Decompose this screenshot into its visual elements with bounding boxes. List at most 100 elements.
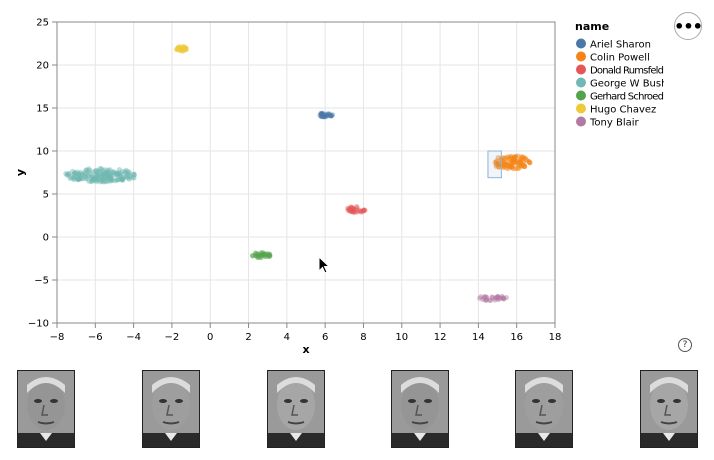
scatter-point[interactable] (511, 158, 517, 164)
scatter-point[interactable] (75, 176, 81, 182)
scatter-point[interactable] (78, 175, 84, 182)
scatter-point[interactable] (112, 178, 118, 184)
scatter-point[interactable] (327, 112, 334, 119)
scatter-point[interactable] (481, 294, 488, 300)
scatter-point[interactable] (509, 155, 515, 161)
scatter-point[interactable] (119, 176, 125, 182)
scatter-point[interactable] (83, 171, 89, 177)
scatter-point[interactable] (362, 207, 368, 213)
scatter-point[interactable] (500, 158, 507, 164)
scatter-point[interactable] (321, 111, 327, 117)
scatter-point[interactable] (119, 168, 126, 175)
scatter-point[interactable] (252, 250, 258, 256)
scatter-point[interactable] (102, 167, 109, 173)
scatter-point[interactable] (105, 167, 111, 173)
scatter-point[interactable] (175, 45, 182, 51)
scatter-point[interactable] (507, 164, 513, 170)
scatter-point[interactable] (500, 164, 506, 171)
scatter-point[interactable] (319, 111, 325, 117)
scatter-point[interactable] (86, 178, 92, 184)
scatter-point[interactable] (176, 45, 182, 51)
scatter-point[interactable] (494, 294, 501, 300)
scatter-point[interactable] (87, 167, 93, 173)
scatter-point[interactable] (512, 154, 519, 160)
series-george-w-bush[interactable] (63, 166, 137, 185)
scatter-point[interactable] (488, 297, 494, 304)
legend-item[interactable]: Gerhard Schroed (576, 90, 664, 103)
scatter-point[interactable] (517, 159, 524, 165)
scatter-point[interactable] (354, 207, 360, 214)
scatter-point[interactable] (179, 46, 185, 52)
scatter-point[interactable] (522, 155, 528, 161)
scatter-point[interactable] (257, 254, 263, 260)
scatter-point[interactable] (115, 177, 121, 183)
scatter-point[interactable] (81, 169, 88, 176)
scatter-point[interactable] (509, 164, 515, 170)
scatter-point[interactable] (515, 161, 521, 168)
series-gerhard-schroeder[interactable] (249, 249, 273, 261)
scatter-point[interactable] (93, 169, 99, 175)
scatter-point[interactable] (319, 111, 325, 117)
legend-item[interactable]: Donald Rumsfeld (576, 64, 664, 77)
scatter-point[interactable] (101, 171, 107, 177)
scatter-point[interactable] (265, 253, 272, 260)
scatter-point[interactable] (507, 156, 513, 162)
scatter-point[interactable] (521, 163, 527, 170)
scatter-point[interactable] (131, 171, 137, 178)
scatter-point[interactable] (349, 208, 355, 215)
scatter-point[interactable] (492, 295, 498, 301)
scatter-point[interactable] (120, 177, 126, 183)
scatter-point[interactable] (72, 170, 78, 176)
scatter-point[interactable] (127, 173, 133, 179)
scatter-point[interactable] (526, 158, 532, 164)
scatter-point[interactable] (263, 253, 269, 259)
scatter-point[interactable] (90, 176, 96, 182)
scatter-point[interactable] (495, 296, 502, 303)
scatter-point[interactable] (79, 176, 85, 182)
scatter-point[interactable] (122, 169, 128, 175)
scatter-point[interactable] (179, 48, 185, 54)
scatter-point[interactable] (500, 295, 506, 301)
face-thumbnail[interactable] (17, 370, 75, 448)
scatter-point[interactable] (114, 170, 120, 176)
scatter-point[interactable] (106, 172, 112, 179)
scatter-point[interactable] (97, 179, 103, 185)
scatter-point[interactable] (100, 171, 106, 177)
scatter-point[interactable] (492, 159, 498, 165)
scatter-point[interactable] (119, 177, 125, 183)
scatter-point[interactable] (96, 171, 102, 177)
scatter-point[interactable] (116, 171, 123, 177)
scatter-point[interactable] (477, 295, 483, 301)
scatter-point[interactable] (493, 161, 500, 168)
scatter-point[interactable] (110, 170, 116, 176)
scatter-point[interactable] (81, 172, 87, 178)
scatter-point[interactable] (90, 176, 96, 182)
scatter-point[interactable] (177, 47, 183, 54)
scatter-point[interactable] (519, 157, 525, 163)
scatter-point[interactable] (505, 162, 512, 169)
scatter-point[interactable] (319, 111, 325, 117)
scatter-point[interactable] (125, 175, 131, 181)
scatter-point[interactable] (483, 297, 489, 303)
scatter-point[interactable] (123, 167, 129, 173)
scatter-point[interactable] (495, 293, 501, 300)
scatter-point[interactable] (79, 171, 85, 177)
scatter-point[interactable] (182, 46, 188, 52)
scatter-point[interactable] (91, 176, 97, 182)
scatter-point[interactable] (260, 249, 266, 256)
scatter-point[interactable] (182, 45, 188, 51)
scatter-point[interactable] (72, 170, 79, 177)
scatter-point[interactable] (180, 46, 187, 52)
scatter-point[interactable] (521, 162, 527, 168)
scatter-point[interactable] (115, 170, 121, 176)
scatter-point[interactable] (346, 206, 352, 213)
scatter-point[interactable] (131, 172, 137, 178)
scatter-point[interactable] (494, 294, 501, 300)
scatter-point[interactable] (478, 294, 484, 300)
scatter-point[interactable] (495, 295, 501, 301)
scatter-point[interactable] (483, 294, 489, 300)
scatter-point[interactable] (510, 157, 517, 164)
scatter-point[interactable] (349, 206, 356, 212)
scatter-point[interactable] (104, 171, 110, 177)
scatter-point[interactable] (104, 169, 110, 175)
